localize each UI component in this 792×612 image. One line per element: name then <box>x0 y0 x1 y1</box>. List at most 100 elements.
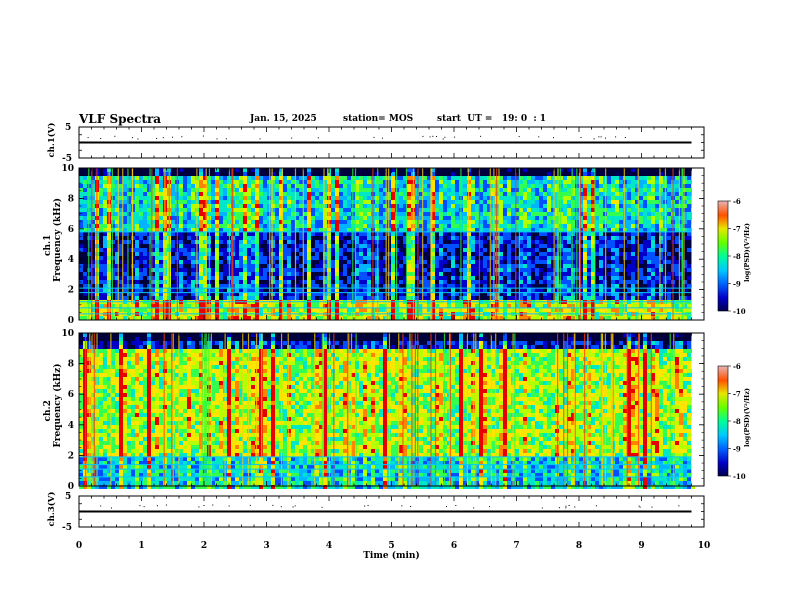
ch2-spectrogram-impulse <box>89 333 91 486</box>
ch3-waveform-ylabel: ch.3(V) <box>46 492 57 527</box>
ch1-spectrogram-impulse <box>354 168 357 320</box>
x-tick-3: 3 <box>263 541 269 551</box>
ch1-spectrogram-impulse <box>478 168 481 320</box>
ch2-spectrogram-colorbar-tick--8: -8 <box>733 417 741 426</box>
ch2-spectrogram-ytick-8: 8 <box>68 360 74 370</box>
ch1-spectrogram-impulse <box>553 168 555 320</box>
ch1-spectrogram-impulse <box>88 168 90 320</box>
ch2-spectrogram-impulse <box>398 333 400 486</box>
ch2-spectrogram-impulse <box>604 333 606 486</box>
ch1-spectrogram-impulse <box>518 168 521 320</box>
x-tick-5: 5 <box>388 541 394 551</box>
ch1-spectrogram-impulse <box>678 168 681 320</box>
ch2-spectrogram-impulse <box>287 333 289 486</box>
ch2-spectrogram-colorbar-tick--7: -7 <box>733 390 741 399</box>
ch2-spectrogram-impulse <box>247 333 250 486</box>
ch2-spectrogram-impulse <box>473 333 475 486</box>
ch2-spectrogram-impulse <box>388 333 391 486</box>
ch1-spectrogram-impulse <box>576 168 578 320</box>
ch2-spectrogram-impulse <box>333 333 335 486</box>
ch1-spectrogram-ytick-6: 6 <box>68 225 74 235</box>
ch1-spectrogram-impulse <box>281 168 284 320</box>
ch1-spectrogram-impulse <box>377 168 379 320</box>
ch2-spectrogram-impulse <box>414 333 416 486</box>
x-axis-label: Time (min) <box>363 550 420 561</box>
ch1-spectrogram-impulse <box>196 168 198 320</box>
ch1-spectrogram-impulse <box>205 168 207 320</box>
ch2-spectrogram-colorbar-label: log(PSD)(V²/Hz) <box>743 388 751 447</box>
ch2-spectrogram-impulse <box>255 333 258 486</box>
ch1-spectrogram-ytick-10: 10 <box>61 164 74 174</box>
ch2-spectrogram-channel-label: ch.2 <box>43 400 53 421</box>
ch1-spectrogram-impulse <box>496 168 498 320</box>
ch1-spectrogram-blank <box>691 168 704 320</box>
ch1-spectrogram-impulse <box>372 168 374 320</box>
ch1-spectrogram-impulse <box>422 168 424 320</box>
ch1-spectrogram-impulse <box>328 168 330 320</box>
ch1-spectrogram-impulse <box>637 168 639 320</box>
ch1-spectrogram-impulse <box>117 168 119 320</box>
ch2-spectrogram-impulse <box>587 333 589 486</box>
ch1-spectrogram-colorbar-tick--6: -6 <box>733 197 741 206</box>
ch3-waveform-ytick-top: 5 <box>65 492 71 502</box>
ch1-spectrogram-impulse <box>108 168 110 320</box>
ch1-spectrogram-impulse <box>111 168 113 320</box>
ch2-spectrogram-impulse <box>573 333 575 486</box>
ch1-spectrogram-impulse <box>515 168 517 320</box>
ch1-spectrogram-impulse <box>405 168 408 320</box>
ch2-spectrogram-impulse <box>85 333 87 486</box>
x-tick-4: 4 <box>326 541 332 551</box>
ch2-spectrogram-blank <box>691 333 704 486</box>
ch2-spectrogram-impulse <box>574 333 576 486</box>
ch1-spectrogram-colorbar-tick--7: -7 <box>733 225 741 234</box>
ch2-spectrogram-impulse <box>96 333 98 486</box>
chart-title: VLF Spectra <box>79 112 162 126</box>
ch2-spectrogram-impulse <box>610 333 612 486</box>
ch2-spectrogram-impulse <box>322 333 324 486</box>
ch1-spectrogram-impulse <box>672 168 674 320</box>
ch2-spectrogram-impulse <box>261 333 263 486</box>
ch2-spectrogram-impulse <box>448 333 451 486</box>
ch3-waveform-ytick-bottom: -5 <box>62 523 72 533</box>
ch2-spectrogram-colorbar-tick--10: -10 <box>733 472 746 481</box>
ch1-waveform-ytick-top: 5 <box>65 123 71 133</box>
ch2-spectrogram-impulse <box>409 333 411 486</box>
ch1-spectrogram-impulse <box>498 168 500 320</box>
ch1-spectrogram-impulse <box>594 168 596 320</box>
ch1-spectrogram-impulse <box>489 168 491 320</box>
station-label: station= MOS <box>343 114 414 124</box>
ch2-spectrogram-colorbar-tick--6: -6 <box>733 362 741 371</box>
ch1-spectrogram-impulse <box>127 168 129 320</box>
ch1-spectrogram-impulse <box>557 168 559 320</box>
ch1-spectrogram-impulse <box>228 168 231 320</box>
ch2-spectrogram-impulse <box>348 333 350 486</box>
ch2-spectrogram-impulse <box>242 333 244 486</box>
ch2-spectrogram-impulse <box>673 333 675 486</box>
ch2-spectrogram-impulse <box>512 333 514 486</box>
ch1-spectrogram-impulse <box>294 168 297 320</box>
ch1-spectrogram-impulse <box>149 168 151 320</box>
x-tick-10: 10 <box>698 541 711 551</box>
ch2-spectrogram-ytick-10: 10 <box>61 329 74 339</box>
ch1-spectrogram-impulse <box>231 168 233 320</box>
ch2-spectrogram-impulse <box>638 333 640 486</box>
ch2-spectrogram-ytick-0: 0 <box>68 482 74 492</box>
ch2-spectrogram-impulse <box>91 333 93 486</box>
ch2-spectrogram-impulse <box>563 333 565 486</box>
ch2-spectrogram-impulse <box>466 333 468 486</box>
ch2-spectrogram-impulse <box>600 333 602 486</box>
ch1-spectrogram-impulse <box>493 168 495 320</box>
ch1-spectrogram-impulse <box>412 168 415 320</box>
ch1-spectrogram-impulse <box>467 168 470 320</box>
ch2-spectrogram-impulse <box>321 333 323 486</box>
ch2-spectrogram-impulse <box>430 333 432 486</box>
ch2-spectrogram-impulse <box>449 333 451 486</box>
ch2-spectrogram-impulse <box>350 333 353 486</box>
ch1-spectrogram-impulse <box>559 168 561 320</box>
ch2-spectrogram-impulse <box>650 333 652 486</box>
ch1-spectrogram-colorbar <box>717 200 729 312</box>
ch2-spectrogram-impulse <box>490 333 492 486</box>
x-tick-9: 9 <box>638 541 644 551</box>
ch2-spectrogram-impulse <box>224 333 226 486</box>
ch1-spectrogram-impulse <box>151 168 153 320</box>
